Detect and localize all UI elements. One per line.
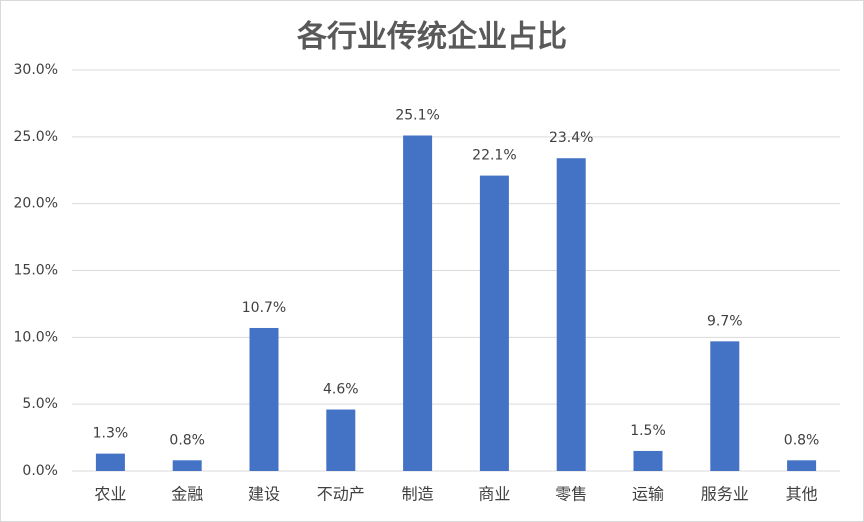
x-tick-label: 不动产 xyxy=(317,485,365,504)
bar xyxy=(403,135,433,471)
y-tick-label: 25.0% xyxy=(14,129,58,145)
x-tick-label: 商业 xyxy=(478,485,510,504)
data-label: 0.8% xyxy=(784,432,820,448)
x-tick-label: 服务业 xyxy=(701,485,749,504)
x-tick-label: 运输 xyxy=(632,485,664,504)
x-tick-label: 其他 xyxy=(786,485,818,504)
data-label: 4.6% xyxy=(323,382,359,398)
y-tick-label: 20.0% xyxy=(14,196,58,212)
bar xyxy=(249,327,279,471)
data-label: 0.8% xyxy=(169,432,205,448)
bar xyxy=(633,450,663,471)
chart-title: 各行业传统企业占比 xyxy=(296,20,567,55)
bar xyxy=(710,341,740,471)
bar xyxy=(95,453,125,471)
bar xyxy=(326,409,356,471)
bar xyxy=(787,460,817,471)
data-label: 25.1% xyxy=(395,107,439,123)
bar xyxy=(172,460,202,471)
y-tick-label: 30.0% xyxy=(14,62,58,78)
x-tick-label: 金融 xyxy=(171,485,203,504)
y-tick-label: 5.0% xyxy=(22,396,58,412)
x-tick-label: 零售 xyxy=(555,485,587,504)
data-label: 22.1% xyxy=(472,148,516,164)
bar xyxy=(556,158,586,471)
data-label: 1.3% xyxy=(93,426,129,442)
data-label: 10.7% xyxy=(242,300,286,316)
data-label: 9.7% xyxy=(707,313,743,329)
x-tick-label: 建设 xyxy=(248,485,280,504)
y-tick-label: 10.0% xyxy=(14,329,58,345)
bar xyxy=(479,175,509,471)
data-label: 23.4% xyxy=(549,130,593,146)
y-tick-label: 15.0% xyxy=(14,263,58,279)
data-label: 1.5% xyxy=(630,423,666,439)
x-tick-label: 制造 xyxy=(402,485,434,504)
x-tick-label: 农业 xyxy=(94,485,126,504)
y-tick-label: 0.0% xyxy=(22,463,58,479)
